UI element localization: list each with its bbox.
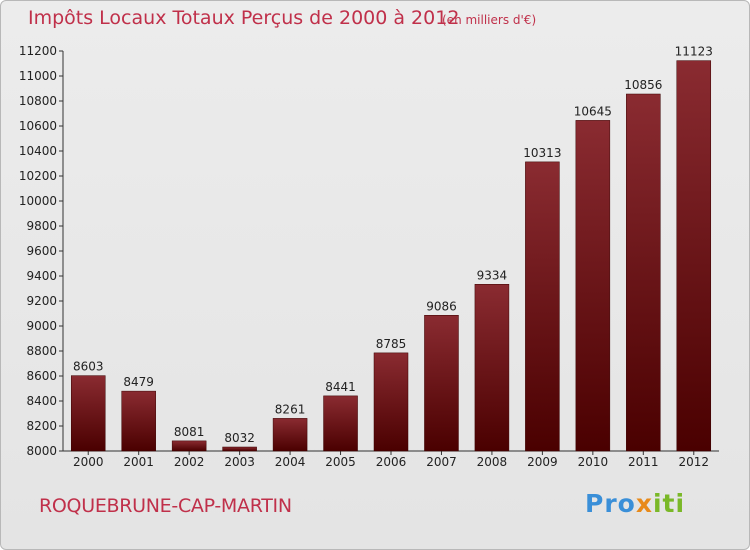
y-tick-label: 8000 — [26, 444, 57, 458]
logo-part-2: x — [635, 489, 653, 518]
y-tick-label: 10600 — [19, 119, 57, 133]
bar-value-label: 8479 — [123, 375, 154, 389]
y-tick-label: 9600 — [26, 244, 57, 258]
bar-2011 — [626, 93, 661, 452]
y-tick-label: 10800 — [19, 94, 57, 108]
y-tick-label: 11000 — [19, 69, 57, 83]
y-tick-label: 9200 — [26, 294, 57, 308]
bar-2007 — [424, 315, 459, 452]
x-tick-label: 2002 — [174, 455, 205, 469]
y-tick-label: 8800 — [26, 344, 57, 358]
bar-value-label: 10313 — [523, 146, 561, 160]
y-tick-label: 8400 — [26, 394, 57, 408]
bar-value-label: 8032 — [224, 431, 255, 445]
bars: 8603 8479 8081 8032 8261 8441 8785 9086 9334 1031… — [70, 45, 713, 452]
logo-part-1: Pro — [585, 489, 636, 518]
y-tick-label: 11200 — [19, 44, 57, 58]
bar-value-label: 10856 — [624, 78, 662, 92]
x-tick-label: 2007 — [426, 455, 457, 469]
x-tick-label: 2004 — [275, 455, 306, 469]
bar-2008 — [474, 284, 510, 452]
x-tick-label: 2009 — [527, 455, 558, 469]
bar-value-label: 11123 — [675, 45, 713, 59]
y-tick-label: 10200 — [19, 169, 57, 183]
y-tick-label: 9400 — [26, 269, 57, 283]
y-tick-label: 8200 — [26, 419, 57, 433]
bar-2012 — [676, 60, 712, 452]
x-tick-label: 2000 — [73, 455, 104, 469]
x-tick-label: 2010 — [578, 455, 609, 469]
place-name: ROQUEBRUNE-CAP-MARTIN — [39, 495, 292, 517]
x-tick-label: 2011 — [628, 455, 659, 469]
y-tick-label: 9000 — [26, 319, 57, 333]
x-tick-label: 2012 — [678, 455, 709, 469]
x-tick-label: 2008 — [477, 455, 508, 469]
y-tick-label: 9800 — [26, 219, 57, 233]
x-tick-label: 2006 — [376, 455, 407, 469]
bar-2006 — [373, 352, 409, 452]
bar-value-label: 9334 — [477, 268, 508, 282]
y-tick-label: 8600 — [26, 369, 57, 383]
bar-2002 — [171, 440, 207, 452]
y-tick-label: 10000 — [19, 194, 57, 208]
proxiti-logo[interactable]: Proxiti — [585, 489, 685, 518]
chart-subtitle: (en milliers d'€) — [442, 13, 537, 27]
bar-value-label: 10645 — [574, 104, 612, 118]
bar-2003 — [222, 446, 257, 452]
bar-2009 — [525, 161, 560, 452]
x-tick-label: 2003 — [224, 455, 255, 469]
bar-2004 — [272, 418, 308, 452]
bar-value-label: 8785 — [376, 337, 407, 351]
bar-2001 — [121, 390, 156, 452]
bar-value-label: 8441 — [325, 380, 356, 394]
bar-value-label: 8081 — [174, 425, 205, 439]
bar-value-label: 8261 — [275, 402, 306, 416]
bar-2010 — [575, 120, 611, 452]
bar-value-label: 8603 — [73, 360, 104, 374]
chart-title: Impôts Locaux Totaux Perçus de 2000 à 20… — [28, 7, 460, 29]
bar-2000 — [70, 375, 106, 452]
bar-2005 — [323, 395, 358, 452]
x-tick-label: 2001 — [123, 455, 154, 469]
y-tick-label: 10400 — [19, 144, 57, 158]
bar-value-label: 9086 — [426, 299, 457, 313]
x-tick-label: 2005 — [325, 455, 356, 469]
logo-part-3: iti — [652, 489, 686, 518]
